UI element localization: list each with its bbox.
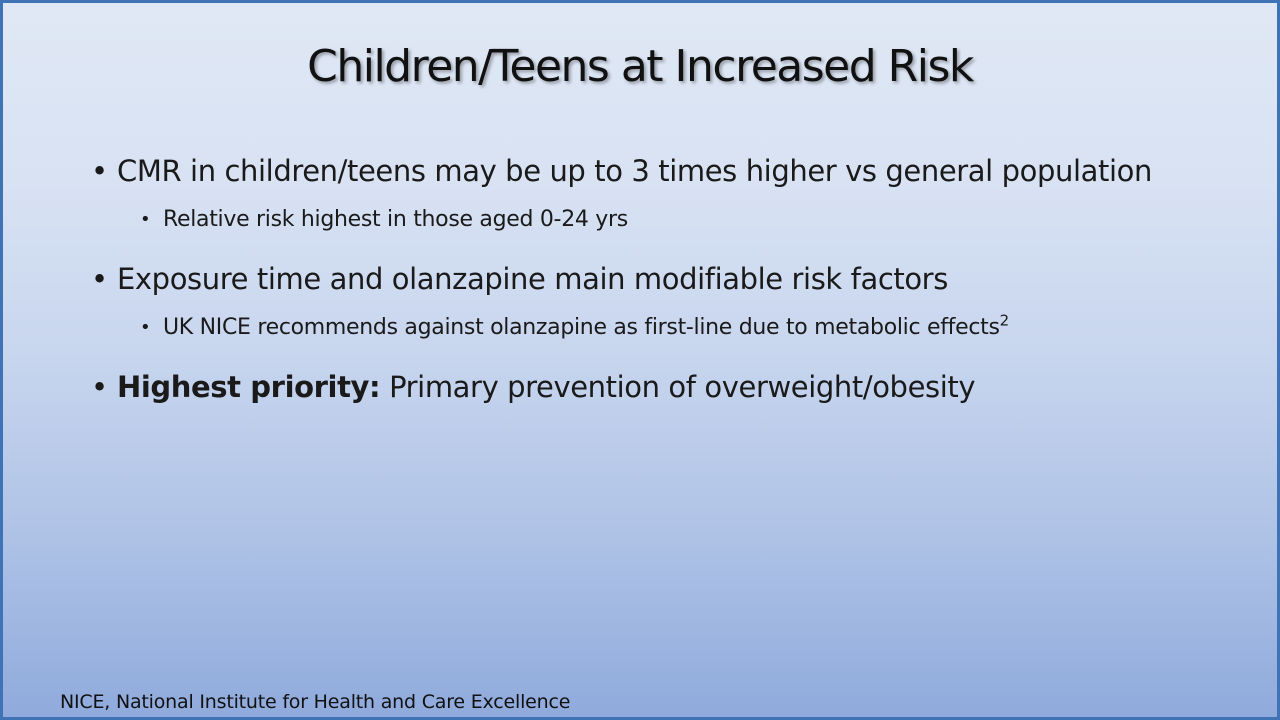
sub-bullet-text: UK NICE recommends against olanzapine as… (163, 315, 1000, 340)
slide-title: Children/Teens at Increased Risk (307, 41, 974, 92)
bullet-list: CMR in children/teens may be up to 3 tim… (91, 151, 1251, 407)
bullet-item-1: CMR in children/teens may be up to 3 tim… (91, 151, 1251, 191)
bullet-text: CMR in children/teens may be up to 3 tim… (117, 154, 1152, 188)
sub-bullet-item-2: UK NICE recommends against olanzapine as… (91, 311, 1251, 345)
sub-bullet-item-1: Relative risk highest in those aged 0-24… (91, 203, 1251, 237)
citation-superscript: 2 (999, 311, 1010, 330)
bullet-text: Exposure time and olanzapine main modifi… (117, 262, 948, 296)
bullet-item-2: Exposure time and olanzapine main modifi… (91, 259, 1251, 299)
bullet-item-3: Highest priority: Primary prevention of … (91, 367, 1251, 407)
sub-bullet-text: Relative risk highest in those aged 0-24… (163, 207, 628, 232)
bullet-bold-prefix: Highest priority: (117, 370, 381, 404)
bullet-text: Primary prevention of overweight/obesity (389, 370, 976, 404)
footer-note: NICE, National Institute for Health and … (60, 691, 571, 713)
